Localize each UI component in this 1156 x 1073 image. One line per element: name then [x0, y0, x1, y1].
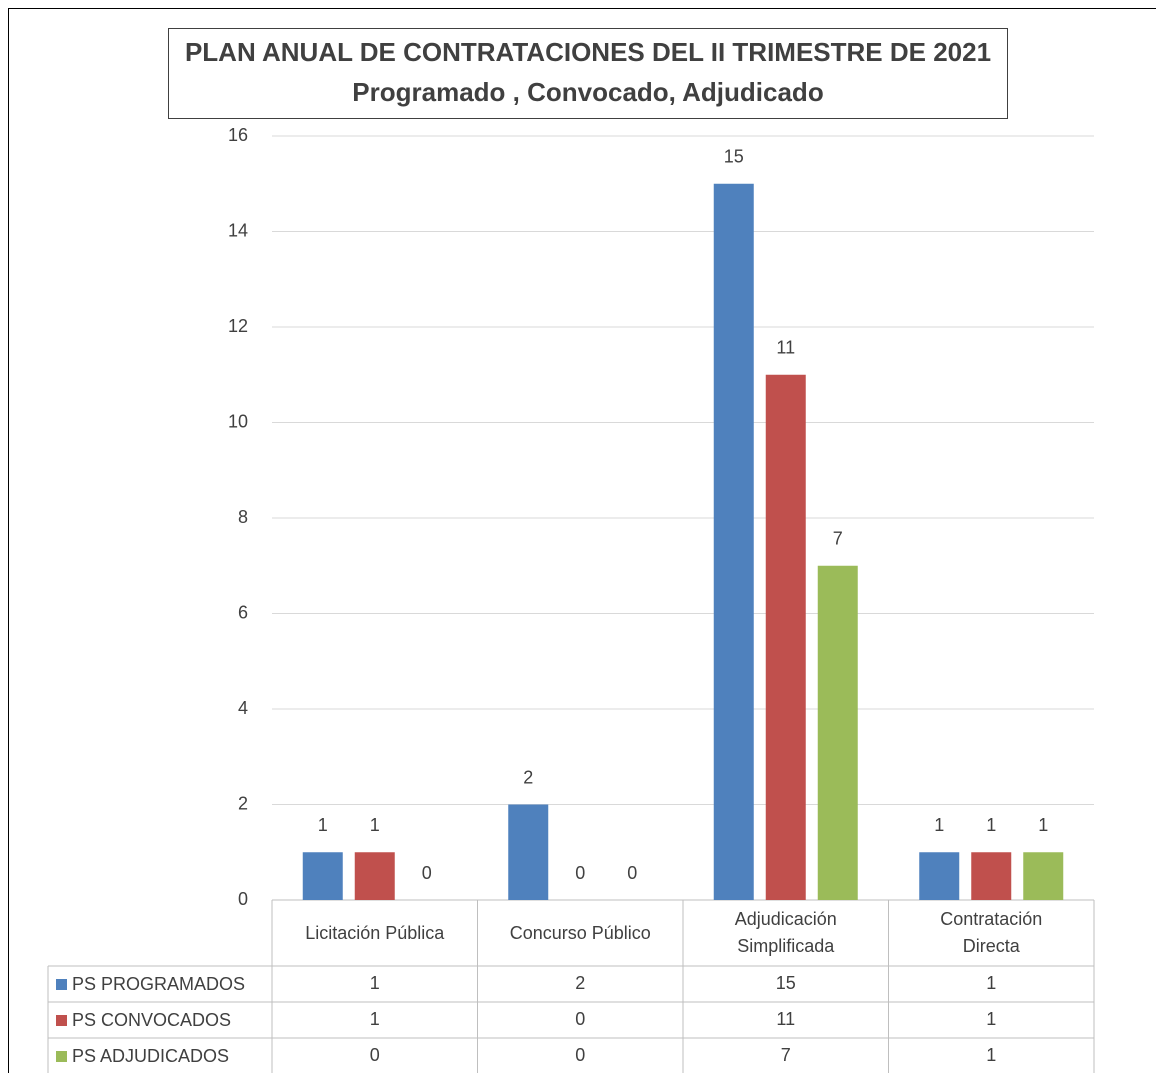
x-tick-label: Licitación Pública: [272, 900, 478, 966]
table-value: 2: [575, 973, 585, 993]
legend-text: PS CONVOCADOS: [72, 1009, 232, 1030]
data-label: 1: [1038, 815, 1048, 835]
table-value: 11: [776, 1009, 795, 1029]
x-tick-label: Concurso Público: [478, 900, 684, 966]
table-value: 1: [986, 973, 996, 993]
category-text: Concurso Público: [509, 922, 651, 943]
y-tick-label: 10: [228, 411, 248, 431]
data-label: 15: [724, 147, 744, 167]
y-tick-label: 14: [228, 220, 248, 240]
bar: [765, 374, 806, 900]
table-value: 0: [575, 1045, 585, 1065]
category-text: Adjudicación Simplificada: [734, 909, 837, 956]
y-tick-label: 12: [228, 316, 248, 336]
table-value: 7: [781, 1045, 791, 1065]
bar: [302, 852, 343, 900]
table-value: 15: [776, 973, 796, 993]
data-label: 1: [986, 815, 996, 835]
table-value: 1: [370, 973, 380, 993]
x-tick-label: Adjudicación Simplificada: [683, 900, 889, 966]
data-label: 2: [523, 767, 533, 787]
data-label: 7: [833, 529, 843, 549]
bar: [1023, 852, 1064, 900]
legend-row-label: PS ADJUDICADOS: [48, 1038, 272, 1073]
data-label: 1: [370, 815, 380, 835]
legend-row-label: PS CONVOCADOS: [48, 1002, 272, 1038]
category-text: Licitación Pública: [305, 922, 445, 943]
table-value: 0: [575, 1009, 585, 1029]
bar: [971, 852, 1012, 900]
table-value: 1: [986, 1045, 996, 1065]
bar: [919, 852, 960, 900]
data-label: 1: [318, 815, 328, 835]
title-box: PLAN ANUAL DE CONTRATACIONES DEL II TRIM…: [168, 28, 1008, 119]
chart-frame: [8, 8, 1156, 1073]
bar: [508, 804, 549, 900]
bar: [817, 565, 858, 900]
category-text: Contratación Directa: [940, 909, 1043, 956]
x-tick-label: Contratación Directa: [889, 900, 1095, 966]
table-value: 0: [370, 1045, 380, 1065]
data-label: 0: [627, 863, 637, 883]
legend-text: PS PROGRAMADOS: [72, 973, 246, 994]
y-tick-label: 8: [238, 507, 248, 527]
y-tick-label: 6: [238, 602, 248, 622]
bar: [713, 183, 754, 900]
bar: [354, 852, 395, 900]
legend-key: [56, 1014, 67, 1026]
chart-subtitle: Programado , Convocado, Adjudicado: [352, 77, 824, 107]
data-label: 11: [776, 338, 795, 358]
y-tick-label: 4: [238, 698, 248, 718]
data-label: 0: [422, 863, 432, 883]
legend-row-label: PS PROGRAMADOS: [48, 966, 272, 1002]
legend-key: [56, 1050, 67, 1062]
data-label: 0: [575, 863, 585, 883]
table-value: 1: [986, 1009, 996, 1029]
y-tick-label: 16: [228, 125, 248, 145]
legend-text: PS ADJUDICADOS: [72, 1045, 230, 1066]
data-label: 1: [934, 815, 944, 835]
y-tick-label: 2: [238, 793, 248, 813]
legend-key: [56, 978, 67, 990]
chart-title: PLAN ANUAL DE CONTRATACIONES DEL II TRIM…: [184, 37, 992, 67]
table-value: 1: [370, 1009, 380, 1029]
y-tick-label: 0: [238, 889, 248, 909]
